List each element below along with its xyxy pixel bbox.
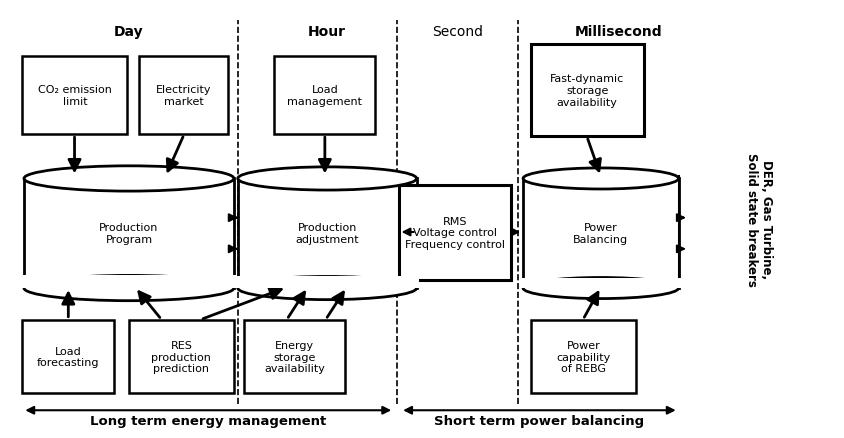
Ellipse shape (522, 278, 678, 299)
Ellipse shape (237, 167, 416, 191)
Bar (23, 57, 127, 135)
Text: RMS
Voltage control
Frequency control: RMS Voltage control Frequency control (404, 216, 505, 249)
Bar (24, 179, 234, 288)
Bar (274, 57, 375, 135)
Bar (22, 276, 236, 288)
Bar (244, 320, 344, 393)
Text: Hour: Hour (308, 25, 346, 39)
Text: Fast-dynamic
storage
availability: Fast-dynamic storage availability (549, 74, 624, 107)
Bar (23, 320, 114, 393)
Ellipse shape (24, 166, 234, 192)
Text: Production
Program: Production Program (99, 223, 159, 244)
Text: Power
Balancing: Power Balancing (572, 223, 628, 244)
Bar (398, 185, 511, 280)
Text: Second: Second (432, 25, 483, 39)
Text: Power
capability
of REBG: Power capability of REBG (555, 340, 609, 373)
Text: Long term energy management: Long term energy management (90, 414, 326, 427)
Text: RES
production
prediction: RES production prediction (151, 340, 211, 373)
Bar (237, 179, 416, 288)
Bar (129, 320, 234, 393)
Text: DER, Gas Turbine,
Solid state breakers: DER, Gas Turbine, Solid state breakers (744, 152, 771, 286)
Text: Millisecond: Millisecond (574, 25, 662, 39)
Ellipse shape (522, 169, 678, 190)
Text: CO₂ emission
limit: CO₂ emission limit (38, 85, 111, 107)
Bar (522, 179, 678, 288)
Ellipse shape (24, 276, 234, 301)
Text: Load
forecasting: Load forecasting (37, 346, 100, 367)
Ellipse shape (237, 277, 416, 300)
Bar (139, 57, 228, 135)
Text: Short term power balancing: Short term power balancing (434, 414, 644, 427)
Text: Energy
storage
availability: Energy storage availability (264, 340, 325, 373)
Bar (520, 278, 680, 288)
Bar (235, 277, 419, 288)
Text: Day: Day (114, 25, 143, 39)
Text: Production
adjustment: Production adjustment (295, 223, 359, 244)
Bar (530, 45, 643, 137)
Bar (530, 320, 635, 393)
Text: Load
management: Load management (287, 85, 362, 107)
Text: Electricity
market: Electricity market (156, 85, 211, 107)
